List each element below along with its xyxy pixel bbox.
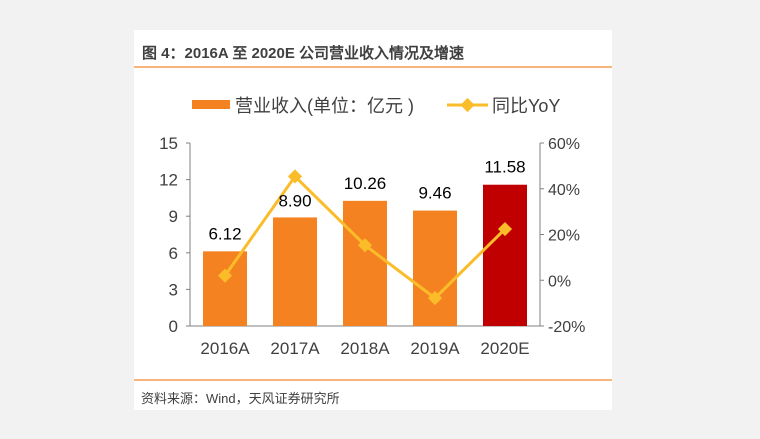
bar-2016A (203, 251, 247, 326)
bar-2020E (483, 184, 527, 326)
data-label: 11.58 (484, 158, 525, 177)
bar-2019A (413, 210, 457, 326)
data-label: 6.12 (208, 224, 241, 243)
x-tick-label: 2020E (480, 339, 529, 358)
yoy-point-2019A (427, 291, 443, 306)
right-tick-label: 60% (548, 136, 580, 153)
x-tick-label: 2017A (270, 339, 320, 358)
left-tick-label: 3 (169, 280, 178, 299)
bar-2018A (343, 200, 387, 326)
right-tick-label: 0% (548, 273, 571, 290)
left-tick-label: 12 (159, 171, 178, 190)
data-label: 10.26 (344, 174, 387, 193)
yoy-point-2018A (357, 238, 373, 253)
right-tick-label: -20% (548, 319, 585, 336)
x-tick-label: 2016A (200, 339, 250, 358)
left-tick-label: 0 (169, 317, 178, 336)
left-tick-label: 6 (169, 244, 178, 263)
legend-line-marker (460, 97, 475, 113)
data-label: 8.90 (278, 191, 311, 210)
left-tick-label: 15 (159, 134, 178, 153)
data-label: 9.46 (418, 184, 451, 203)
figure-title: 图 4：2016A 至 2020E 公司营业收入情况及增速 (142, 45, 465, 62)
left-tick-label: 9 (169, 207, 178, 226)
right-tick-label: 40% (548, 182, 580, 199)
source-note: 资料来源：Wind，天风证券研究所 (141, 391, 340, 406)
legend-line-label: 同比YoY (492, 96, 560, 116)
bar-2017A (273, 217, 317, 326)
right-tick-label: 20% (548, 228, 580, 245)
legend-bar-swatch (192, 100, 230, 109)
footer-divider (134, 379, 612, 381)
x-tick-label: 2019A (410, 339, 460, 358)
x-tick-label: 2018A (340, 339, 390, 358)
chart: 0 3 6 9 12 15 -20% 0% 20% 40% 60% 2016A 2017A 2018A 20… (159, 96, 585, 358)
chart-card: 图 4：2016A 至 2020E 公司营业收入情况及增速 0 3 6 9 12 15 -2… (134, 30, 612, 410)
yoy-point-2017A (287, 169, 303, 184)
yoy-point-2020E (497, 221, 513, 237)
title-divider (134, 66, 612, 68)
legend-bar-label: 营业收入(单位：亿元 ) (235, 96, 414, 116)
